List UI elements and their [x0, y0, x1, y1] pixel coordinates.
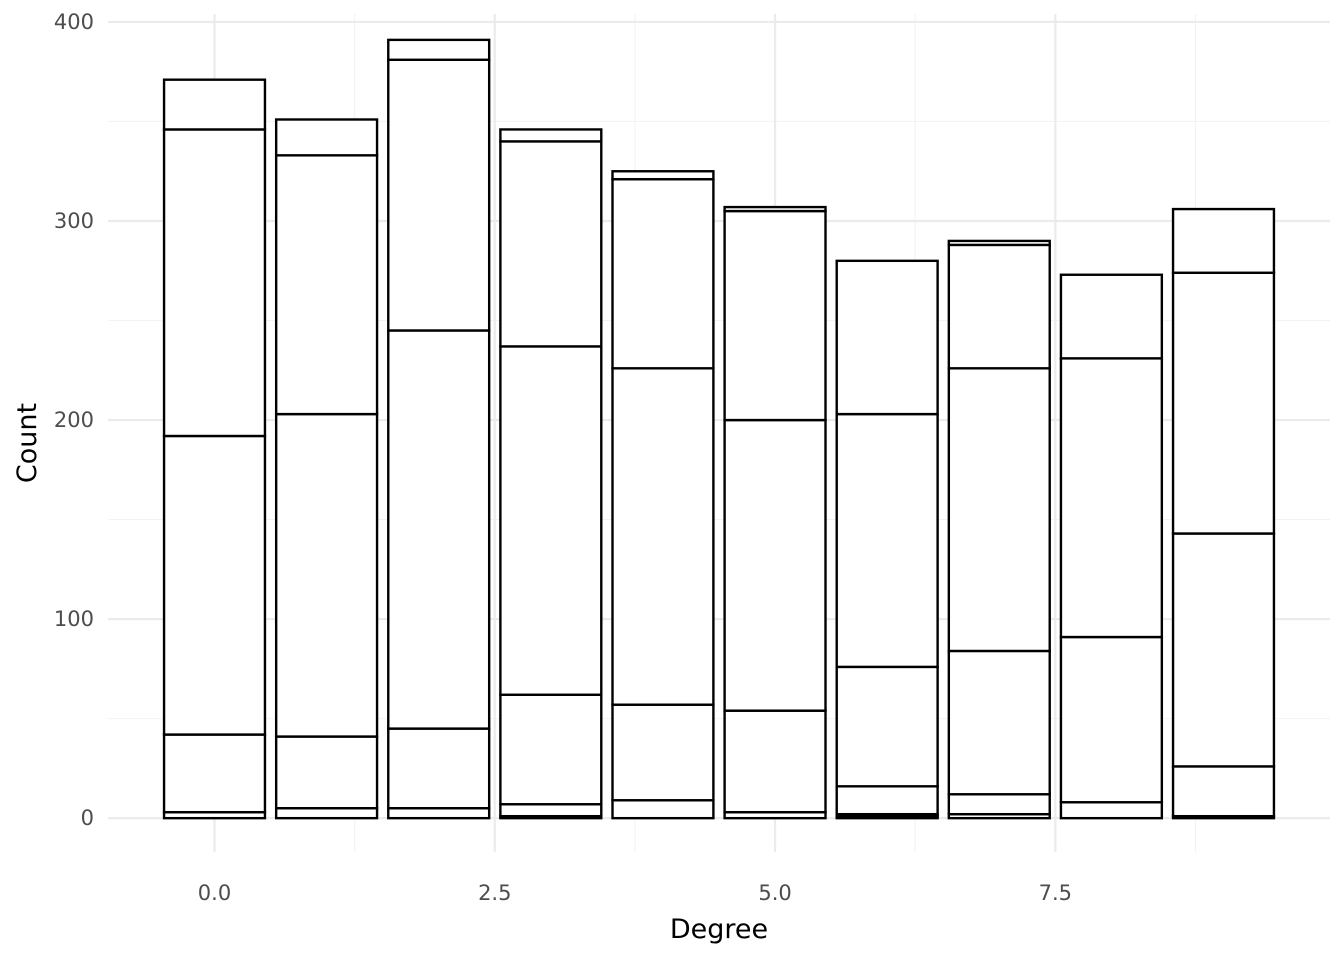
bar-segment: [162, 434, 267, 736]
bar-segment: [387, 727, 491, 810]
bar-segment: [723, 205, 827, 213]
bar-segment: [1059, 273, 1164, 360]
y-tick-label: 100: [54, 607, 94, 631]
bar-stack: [1171, 207, 1276, 820]
bar-segment: [387, 58, 491, 332]
bar-segment: [723, 418, 827, 712]
bar-segment: [723, 209, 827, 422]
bar-segment: [162, 128, 267, 438]
y-tick-label: 0: [81, 806, 94, 830]
x-tick-label: 7.5: [1039, 881, 1072, 905]
y-axis-ticks: 0 100 200 300 400: [54, 10, 94, 830]
bar-stack: [274, 118, 379, 820]
bar-segment: [611, 367, 715, 706]
bar-segment: [274, 412, 379, 738]
x-tick-label: 2.5: [478, 881, 511, 905]
bar-segment: [947, 793, 1051, 816]
bar-stack: [835, 259, 939, 820]
x-axis-ticks: 0.0 2.5 5.0 7.5: [198, 881, 1072, 905]
x-tick-label: 5.0: [758, 881, 791, 905]
bar-segment: [835, 412, 939, 669]
bars: [162, 38, 1276, 820]
bar-stack: [611, 170, 715, 820]
bar-segment: [499, 140, 603, 348]
bar-segment: [499, 693, 603, 806]
bar-segment: [387, 807, 491, 820]
bar-stack: [387, 38, 491, 820]
bar-stack: [723, 205, 827, 820]
x-tick-label: 0.0: [198, 881, 231, 905]
bar-segment: [274, 154, 379, 416]
bar-segment: [947, 243, 1051, 370]
bar-stack: [499, 128, 603, 820]
bar-segment: [1171, 532, 1276, 768]
bar-segment: [835, 259, 939, 416]
bar-segment: [1171, 271, 1276, 535]
bar-segment: [947, 367, 1051, 653]
bar-stack: [1059, 273, 1164, 820]
bar-segment: [1059, 357, 1164, 639]
bar-segment: [1059, 635, 1164, 804]
bar-stack: [947, 239, 1051, 820]
bar-segment: [611, 799, 715, 820]
x-axis-title: Degree: [670, 914, 768, 945]
bar-segment: [387, 38, 491, 61]
y-tick-label: 200: [54, 408, 94, 432]
bar-segment: [274, 735, 379, 810]
bar-segment: [387, 329, 491, 730]
bar-segment: [611, 170, 715, 181]
bar-stack: [162, 78, 267, 820]
bar-segment: [1059, 801, 1164, 820]
y-tick-label: 400: [54, 10, 94, 34]
bar-segment: [611, 703, 715, 802]
bar-segment: [499, 803, 603, 818]
bar-segment: [611, 178, 715, 370]
y-tick-label: 300: [54, 209, 94, 233]
bar-segment: [723, 709, 827, 814]
bar-segment: [162, 733, 267, 814]
bar-segment: [835, 785, 939, 816]
bar-segment: [499, 128, 603, 143]
bar-segment: [947, 239, 1051, 247]
bar-segment: [274, 807, 379, 820]
bar-segment: [162, 78, 267, 131]
bar-segment: [499, 345, 603, 696]
bar-segment: [1171, 207, 1276, 274]
bar-segment: [1171, 765, 1276, 818]
bar-segment: [274, 118, 379, 157]
y-axis-title: Count: [12, 403, 43, 483]
bar-segment: [835, 665, 939, 788]
bar-segment: [947, 649, 1051, 796]
